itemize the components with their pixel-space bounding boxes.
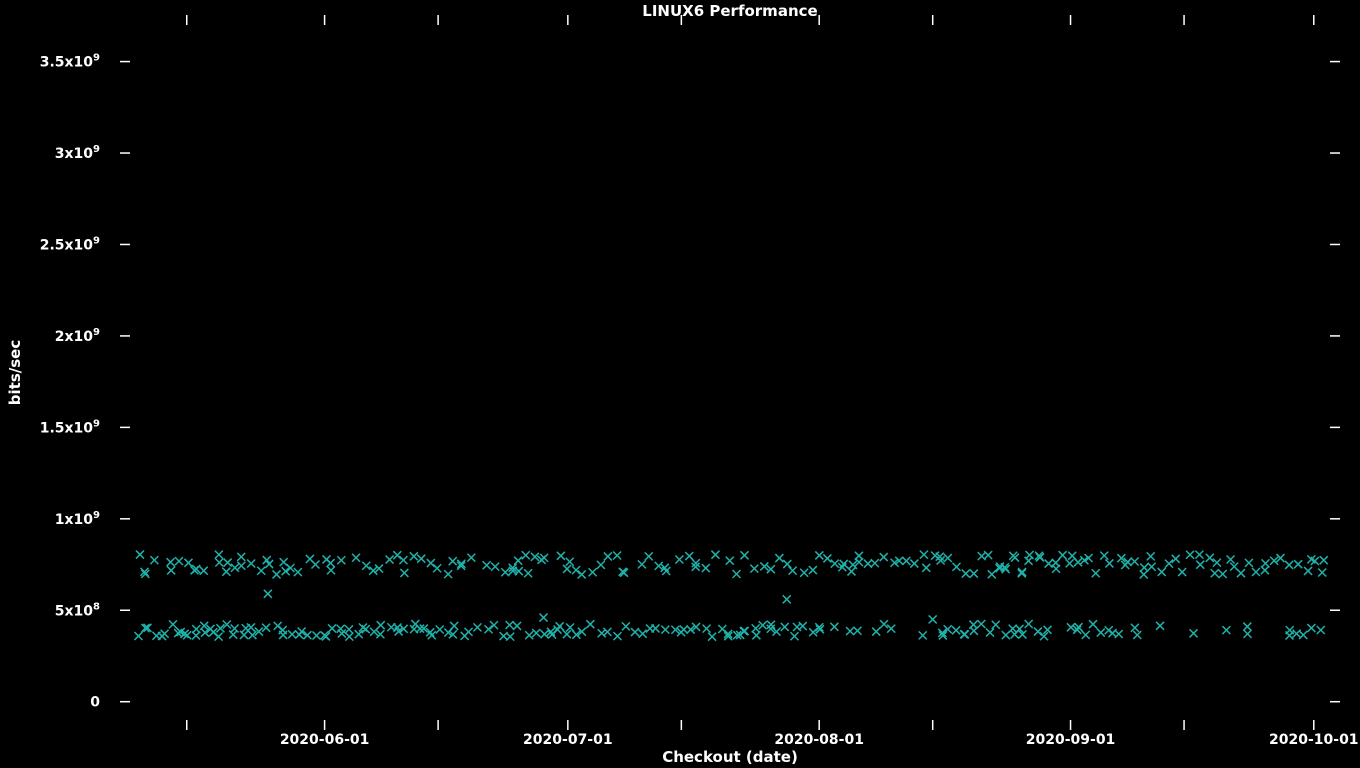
y-axis-label: bits/sec xyxy=(6,340,24,405)
tick-label: 2020-06-01 xyxy=(280,732,370,748)
tick-label: 0 xyxy=(90,695,100,711)
tick-label: 3.5x109 xyxy=(40,53,100,71)
tick-label: 2020-08-01 xyxy=(774,732,864,748)
chart-title: LINUX6 Performance xyxy=(642,2,817,20)
x-axis-label: Checkout (date) xyxy=(662,748,798,766)
tick-label: 2020-09-01 xyxy=(1026,732,1116,748)
tick-label: 2020-07-01 xyxy=(523,732,613,748)
tick-label: 2.5x109 xyxy=(40,235,100,253)
chart-background xyxy=(0,0,1360,768)
tick-label: 2020-10-01 xyxy=(1269,732,1359,748)
performance-chart: LINUX6 Performance bits/sec Checkout (da… xyxy=(0,0,1360,768)
tick-label: 1.5x109 xyxy=(40,418,100,436)
